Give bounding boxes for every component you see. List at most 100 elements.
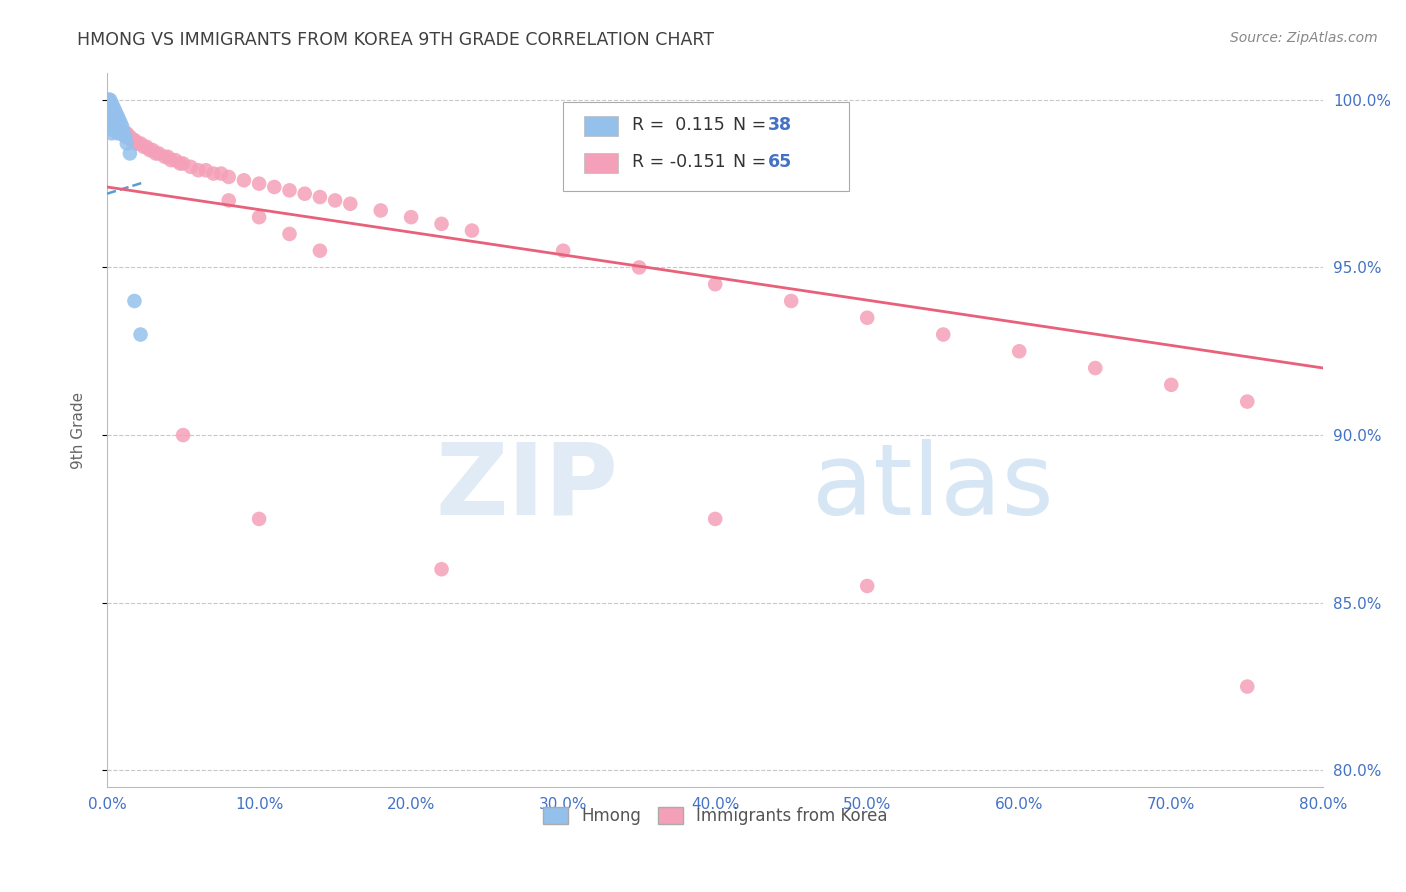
Point — [100, 110, 122, 124]
Point — [98, 110, 121, 124]
Point — [101, 106, 124, 120]
Point — [461, 223, 484, 237]
Point — [108, 120, 131, 134]
FancyBboxPatch shape — [583, 116, 617, 136]
Point — [247, 512, 270, 526]
Point — [108, 112, 131, 127]
Point — [180, 160, 202, 174]
Point — [100, 103, 122, 117]
Point — [111, 120, 134, 134]
Point — [187, 163, 209, 178]
Point — [100, 126, 122, 140]
Point — [115, 126, 138, 140]
Point — [135, 140, 157, 154]
Point — [145, 146, 167, 161]
Point — [156, 150, 179, 164]
Point — [125, 136, 148, 151]
Point — [98, 99, 121, 113]
Point — [370, 203, 392, 218]
Point — [101, 123, 124, 137]
Point — [115, 136, 138, 151]
Point — [129, 136, 152, 151]
FancyBboxPatch shape — [564, 102, 849, 191]
Point — [1084, 361, 1107, 376]
Point — [107, 126, 129, 140]
Point — [856, 579, 879, 593]
Point — [110, 123, 132, 137]
Point — [105, 112, 128, 127]
Point — [202, 167, 225, 181]
Point — [129, 327, 152, 342]
Point — [110, 116, 132, 130]
Text: 38: 38 — [768, 116, 792, 134]
Point — [118, 146, 141, 161]
Text: Source: ZipAtlas.com: Source: ZipAtlas.com — [1230, 31, 1378, 45]
Point — [97, 93, 120, 107]
Point — [430, 217, 453, 231]
Point — [339, 196, 361, 211]
Point — [1160, 377, 1182, 392]
Point — [218, 194, 240, 208]
Point — [294, 186, 316, 201]
Point — [97, 99, 120, 113]
Point — [856, 310, 879, 325]
Point — [142, 143, 165, 157]
Point — [97, 93, 120, 107]
Point — [105, 112, 128, 127]
Text: R =  0.115: R = 0.115 — [633, 116, 725, 134]
Point — [98, 120, 121, 134]
Point — [1008, 344, 1031, 359]
Point — [309, 190, 332, 204]
Point — [107, 116, 129, 130]
Point — [107, 116, 129, 130]
Point — [98, 103, 121, 117]
Text: N =: N = — [734, 153, 772, 171]
Point — [97, 120, 120, 134]
Point — [247, 210, 270, 224]
Point — [704, 512, 727, 526]
Text: R = -0.151: R = -0.151 — [633, 153, 725, 171]
Point — [124, 293, 146, 308]
Point — [101, 99, 124, 113]
Point — [97, 112, 120, 127]
FancyBboxPatch shape — [583, 153, 617, 173]
Legend: Hmong, Immigrants from Korea: Hmong, Immigrants from Korea — [543, 807, 887, 825]
Point — [172, 428, 194, 442]
Point — [218, 169, 240, 184]
Y-axis label: 9th Grade: 9th Grade — [72, 392, 86, 468]
Point — [98, 93, 121, 107]
Point — [100, 96, 122, 111]
Point — [104, 110, 127, 124]
Point — [148, 146, 170, 161]
Point — [232, 173, 254, 187]
Point — [104, 110, 127, 124]
Point — [100, 116, 122, 130]
Point — [120, 133, 142, 147]
Point — [165, 153, 187, 168]
Text: N =: N = — [734, 116, 772, 134]
Point — [430, 562, 453, 576]
Point — [100, 103, 122, 117]
Point — [101, 112, 124, 127]
Point — [1236, 394, 1258, 409]
Point — [153, 150, 176, 164]
Point — [124, 133, 146, 147]
Text: 65: 65 — [768, 153, 792, 171]
Point — [209, 167, 232, 181]
Point — [399, 210, 422, 224]
Point — [105, 106, 128, 120]
Point — [553, 244, 575, 258]
Text: HMONG VS IMMIGRANTS FROM KOREA 9TH GRADE CORRELATION CHART: HMONG VS IMMIGRANTS FROM KOREA 9TH GRADE… — [77, 31, 714, 49]
Point — [138, 143, 160, 157]
Point — [169, 156, 191, 170]
Point — [278, 227, 301, 241]
Point — [112, 126, 135, 140]
Point — [1236, 680, 1258, 694]
Point — [112, 126, 135, 140]
Point — [122, 133, 145, 147]
Text: ZIP: ZIP — [434, 439, 617, 536]
Point — [263, 180, 285, 194]
Point — [118, 129, 141, 144]
Point — [110, 126, 132, 140]
Text: atlas: atlas — [813, 439, 1054, 536]
